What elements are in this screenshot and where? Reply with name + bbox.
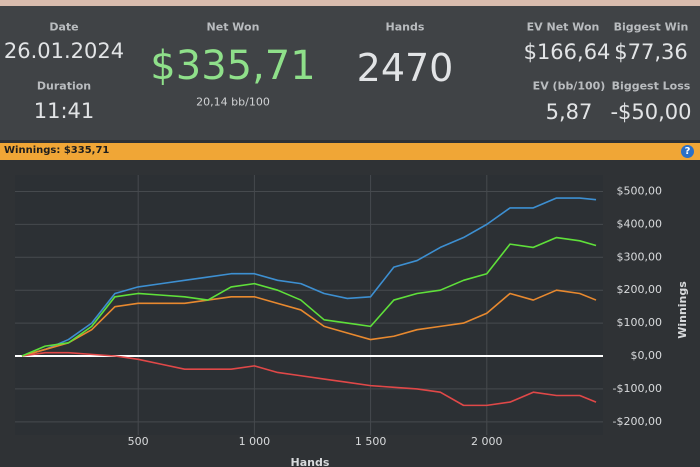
stat-value: 26.01.2024 [3,39,125,63]
x-tick-label: 500 [128,435,149,448]
stat-value: $77,36 [614,40,688,64]
y-tick-label: $500,00 [617,184,663,197]
stat-value: 5,87 [545,100,593,124]
stat-label: Date [49,20,79,34]
stat-label: EV Net Won [526,20,600,34]
stat-value: 2470 [356,46,454,90]
chart: Winnings Hands -$200,00 -$100,00 $0,00 $100… [15,175,689,467]
stats-panel: Date 26.01.2024 Duration 11:41 Net Won $… [0,0,700,140]
stat-label: Duration [36,79,92,93]
stat-value: -$50,00 [610,100,692,124]
y-tick-label: $300,00 [617,250,663,263]
y-axis-title: Winnings [676,281,689,339]
chart-banner: Winnings: $335,71 ? [0,143,700,160]
stat-label: Hands [385,20,425,34]
stat-sub: 20,14 bb/100 [196,95,270,109]
series-line [21,351,597,407]
stat-label: Biggest Loss [611,79,691,93]
x-tick-label: 2 000 [471,435,503,448]
y-tick-label: -$200,00 [613,415,662,428]
y-tick-label: $200,00 [617,283,663,296]
stat-value: $166,64 [523,40,611,64]
plot-area [15,175,603,435]
stat-label: Biggest Win [613,20,689,34]
x-tick-label: 1 000 [239,435,271,448]
y-tick-label: $0,00 [631,349,663,362]
series-line [21,197,597,357]
help-button[interactable]: ? [681,145,694,158]
x-axis-title: Hands [291,456,330,467]
series-line [21,289,597,357]
stat-label: EV (bb/100) [532,79,606,93]
x-tick-label: 1 500 [355,435,387,448]
top-strip [0,0,700,6]
y-tick-label: $100,00 [617,316,663,329]
stat-value: $335,71 [150,43,316,89]
stat-value: 11:41 [33,99,95,123]
y-tick-label: -$100,00 [613,382,662,395]
series-line [21,236,597,357]
y-tick-label: $400,00 [617,217,663,230]
stat-label: Net Won [206,20,260,34]
banner-title: Winnings: $335,71 [4,145,110,156]
